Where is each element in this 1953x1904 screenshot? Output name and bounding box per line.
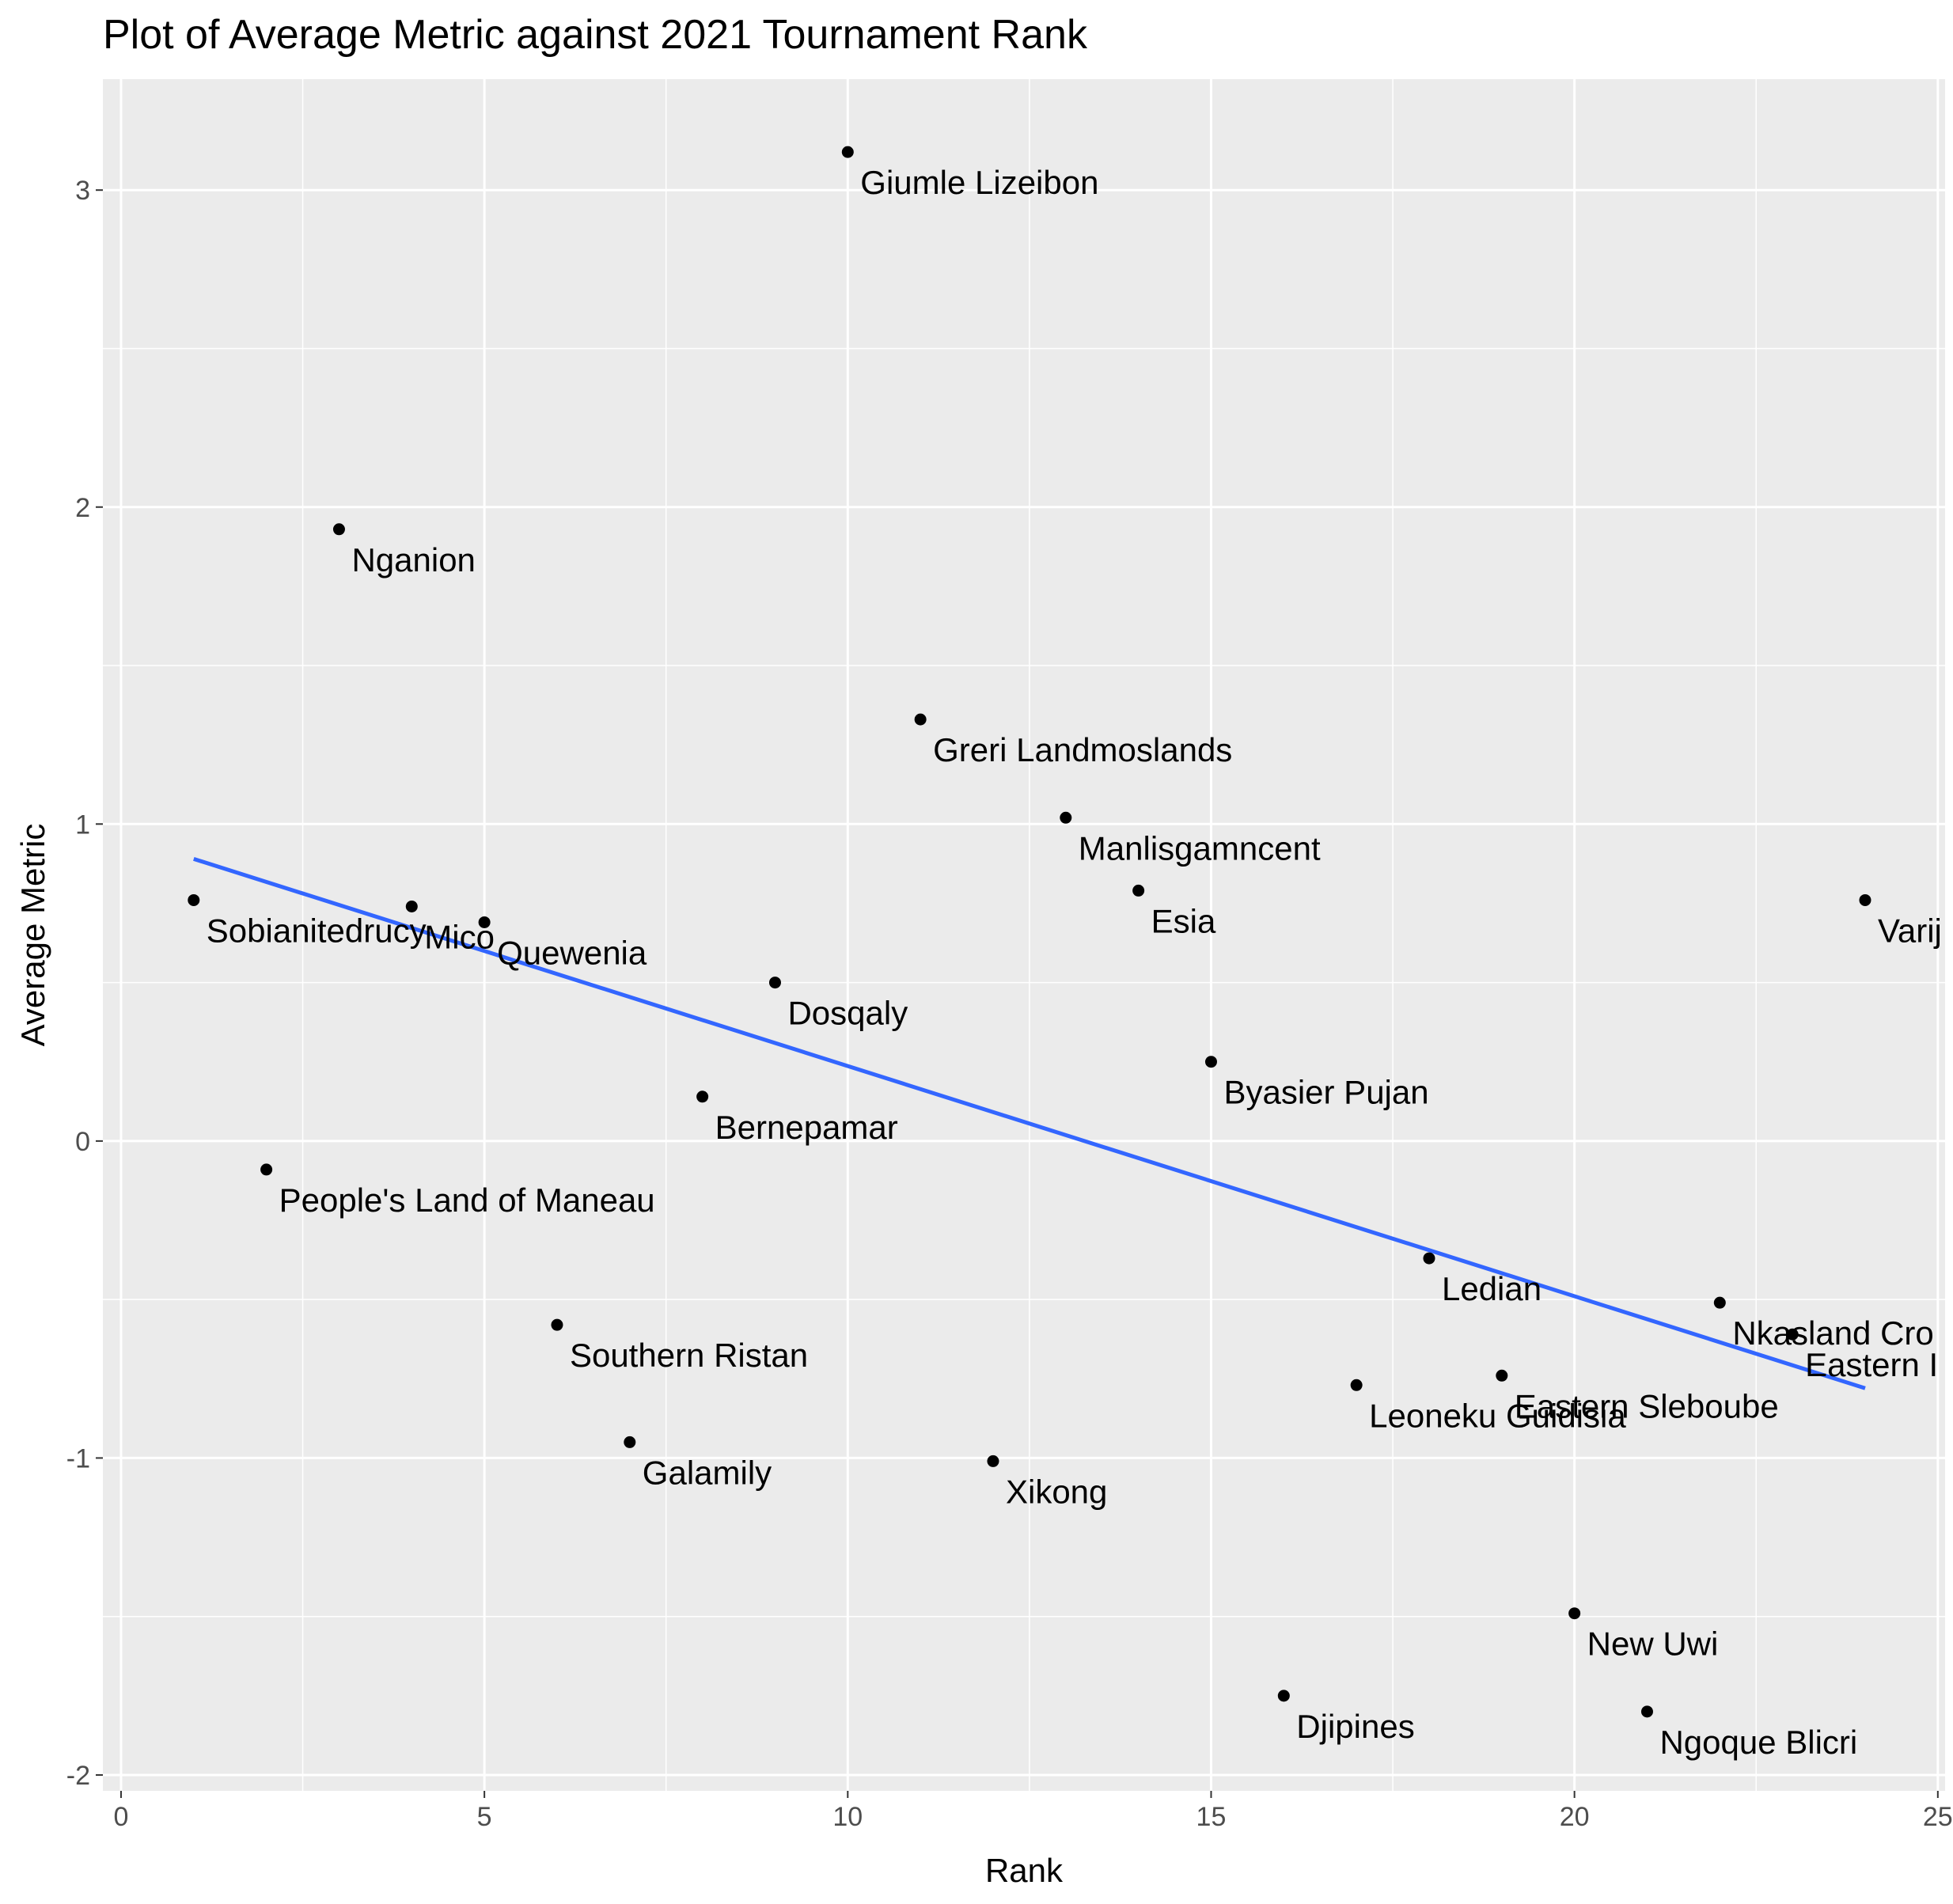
- data-point: [332, 523, 345, 536]
- point-label: Quewenia: [497, 934, 647, 971]
- x-tick-label: 10: [832, 1802, 863, 1832]
- data-point: [1496, 1369, 1508, 1382]
- point-label: Manlisgamncent: [1079, 829, 1321, 867]
- y-tick-label: 2: [75, 493, 90, 523]
- data-points: [188, 146, 1871, 1718]
- data-point: [1060, 811, 1072, 824]
- data-point: [260, 1163, 273, 1176]
- x-axis-title: Rank: [985, 1852, 1064, 1889]
- x-tick-label: 0: [113, 1802, 128, 1832]
- data-point: [1277, 1690, 1290, 1702]
- point-label: New Uwi: [1587, 1625, 1719, 1663]
- data-point: [987, 1455, 999, 1467]
- point-label: Djipines: [1296, 1708, 1414, 1745]
- data-point: [551, 1318, 563, 1331]
- y-tick-label: 3: [75, 176, 90, 206]
- x-tick-label: 25: [1923, 1802, 1953, 1832]
- point-label: Eastern I: [1805, 1346, 1938, 1383]
- point-label: Ngoque Blicri: [1659, 1724, 1857, 1761]
- y-axis-title: Average Metric: [14, 824, 51, 1047]
- chart-title: Plot of Average Metric against 2021 Tour…: [103, 12, 1087, 58]
- point-label: Giumle Lizeibon: [860, 164, 1098, 201]
- y-tick-label: 0: [75, 1127, 90, 1157]
- point-label: People's Land of Maneau: [279, 1181, 655, 1219]
- axes: 0 5 10 15 20 25 -2 -1 0 1 2 3: [66, 176, 1953, 1832]
- x-tick-label: 20: [1560, 1802, 1590, 1832]
- data-point: [1423, 1252, 1435, 1265]
- data-point: [768, 977, 781, 989]
- x-tick-label: 15: [1196, 1802, 1227, 1832]
- x-tick-label: 5: [477, 1802, 492, 1832]
- data-point: [188, 893, 200, 906]
- point-label: Xikong: [1006, 1473, 1107, 1510]
- point-label: Greri Landmoslands: [933, 731, 1232, 768]
- data-point: [1640, 1705, 1653, 1718]
- data-point: [1859, 893, 1871, 906]
- point-label: Mico: [424, 918, 495, 955]
- data-point: [914, 713, 927, 726]
- data-point: [696, 1090, 709, 1103]
- point-label: Varij: [1878, 912, 1942, 949]
- point-label: Nkasland Cro: [1732, 1314, 1933, 1352]
- trend-line-group: [193, 856, 1866, 1390]
- data-point: [1204, 1056, 1217, 1068]
- data-point: [405, 900, 418, 912]
- y-tick-label: -1: [66, 1443, 90, 1474]
- data-point: [624, 1436, 636, 1448]
- data-point: [1132, 884, 1145, 897]
- point-label: Byasier Pujan: [1223, 1074, 1428, 1111]
- point-label: Leoneku Guidisia: [1369, 1397, 1626, 1434]
- data-point: [1568, 1607, 1581, 1620]
- trend-line: [193, 856, 1866, 1390]
- point-label: Eastern Sleboube: [1515, 1387, 1779, 1424]
- point-label: Southern Ristan: [570, 1337, 808, 1374]
- data-point: [841, 146, 854, 158]
- data-point: [1713, 1296, 1726, 1309]
- point-label: Sobianitedrucy: [207, 912, 427, 949]
- point-label: Dosqaly: [787, 995, 908, 1032]
- point-label: Bernepamar: [715, 1109, 898, 1146]
- point-label: Ledian: [1442, 1270, 1542, 1307]
- point-labels: Sobianitedrucy People's Land of Maneau Nga…: [207, 164, 1942, 1761]
- y-tick-label: 1: [75, 810, 90, 840]
- plot-panel: [103, 79, 1945, 1791]
- y-tick-label: -2: [66, 1761, 90, 1791]
- point-label: Galamily: [643, 1454, 772, 1491]
- point-label: Nganion: [351, 541, 475, 578]
- point-label: Esia: [1151, 902, 1216, 939]
- data-point: [1350, 1379, 1363, 1391]
- data-point: [478, 916, 491, 928]
- grid-lines: [103, 79, 1945, 1791]
- data-point: [1786, 1328, 1799, 1341]
